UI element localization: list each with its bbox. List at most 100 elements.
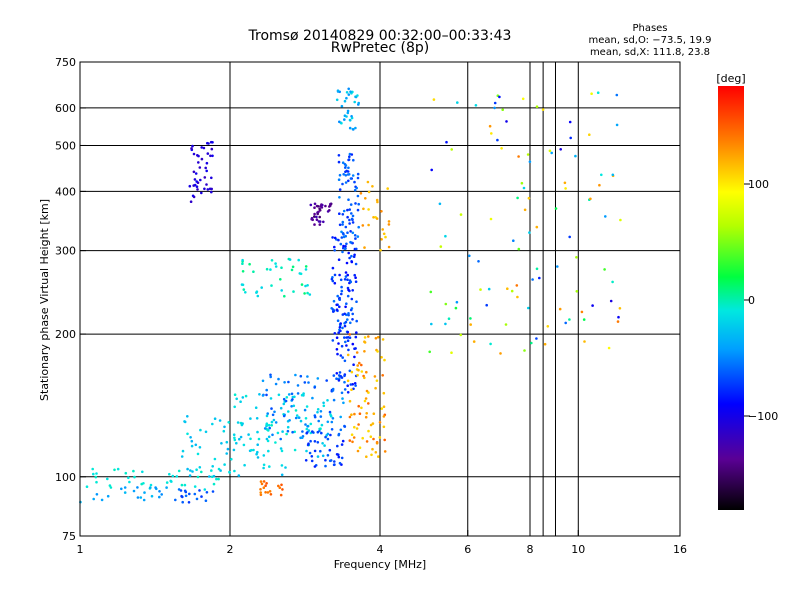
data-point [271,433,274,437]
data-point [223,463,226,466]
data-point [374,451,378,454]
data-point [369,423,373,427]
x-tick-label: 6 [464,543,471,556]
data-point [168,472,171,476]
data-point [92,497,95,501]
data-point [136,486,139,489]
x-axis-label: Frequency [MHz] [334,558,426,571]
data-point [280,449,284,453]
data-point [361,224,365,227]
data-point [183,420,186,423]
data-point [337,160,341,164]
data-point [205,491,209,494]
data-point [272,418,276,422]
data-point [469,317,472,320]
data-point [338,212,341,215]
data-point [306,284,309,287]
data-point [212,482,216,486]
data-point [323,444,326,447]
data-point [504,323,508,326]
data-point [363,341,367,344]
data-point [100,498,104,502]
data-point [383,450,387,453]
data-point [288,419,291,422]
data-point [337,258,341,262]
data-point [369,435,373,439]
data-point [352,387,355,391]
data-point [329,459,333,462]
data-point [197,161,200,164]
data-point [280,266,283,270]
data-point [244,394,248,398]
data-point [188,474,192,477]
data-point [242,443,246,447]
data-point [347,348,350,352]
data-point [600,173,603,177]
data-point [300,393,304,397]
data-point [558,307,562,311]
data-point [376,350,379,353]
data-point [580,310,584,314]
data-point [218,419,222,422]
data-point [493,106,496,110]
data-point [429,290,433,294]
data-point [306,291,309,295]
data-point [363,350,366,353]
data-point [132,469,135,473]
data-point [364,415,368,419]
data-point [568,120,572,124]
data-point [277,484,280,488]
data-point [344,305,347,309]
data-point [344,271,348,274]
data-point [198,446,202,449]
data-point [194,172,198,175]
data-point [211,422,214,426]
data-point [85,485,89,489]
data-point [108,484,112,487]
data-point [331,236,334,239]
data-point [568,318,571,321]
data-point [341,220,345,224]
data-point [141,470,144,474]
data-point [123,486,127,489]
data-point [527,306,530,310]
data-point [313,215,316,218]
data-point [450,148,454,151]
data-point [346,330,350,334]
data-point [350,153,354,156]
data-point [262,454,266,457]
data-point [255,290,259,294]
data-point [523,349,526,352]
data-point [338,196,341,199]
data-point [332,374,336,377]
data-point [375,441,379,445]
data-point [308,451,312,455]
data-point [295,414,299,417]
data-point [306,375,309,378]
data-point [320,431,323,435]
data-point [337,331,341,334]
data-point [338,305,341,309]
data-point [331,387,335,391]
data-point [324,464,327,468]
data-point [192,184,195,187]
data-point [344,166,347,169]
data-point [428,350,432,354]
data-point [346,111,350,115]
legend-o-stats: mean, sd,O: −73.5, 19.9 [589,35,712,46]
y-tick-label: 100 [55,471,76,484]
data-point [512,239,515,242]
data-point [488,124,492,128]
data-point [287,380,290,384]
data-point [264,491,267,494]
data-point [133,475,136,479]
data-point [348,155,351,158]
data-point [353,273,357,277]
data-point [362,207,365,211]
data-point [193,178,197,181]
data-point [546,325,550,328]
data-point [249,437,252,441]
data-point [247,433,250,436]
data-point [554,207,558,210]
data-point [615,123,619,127]
